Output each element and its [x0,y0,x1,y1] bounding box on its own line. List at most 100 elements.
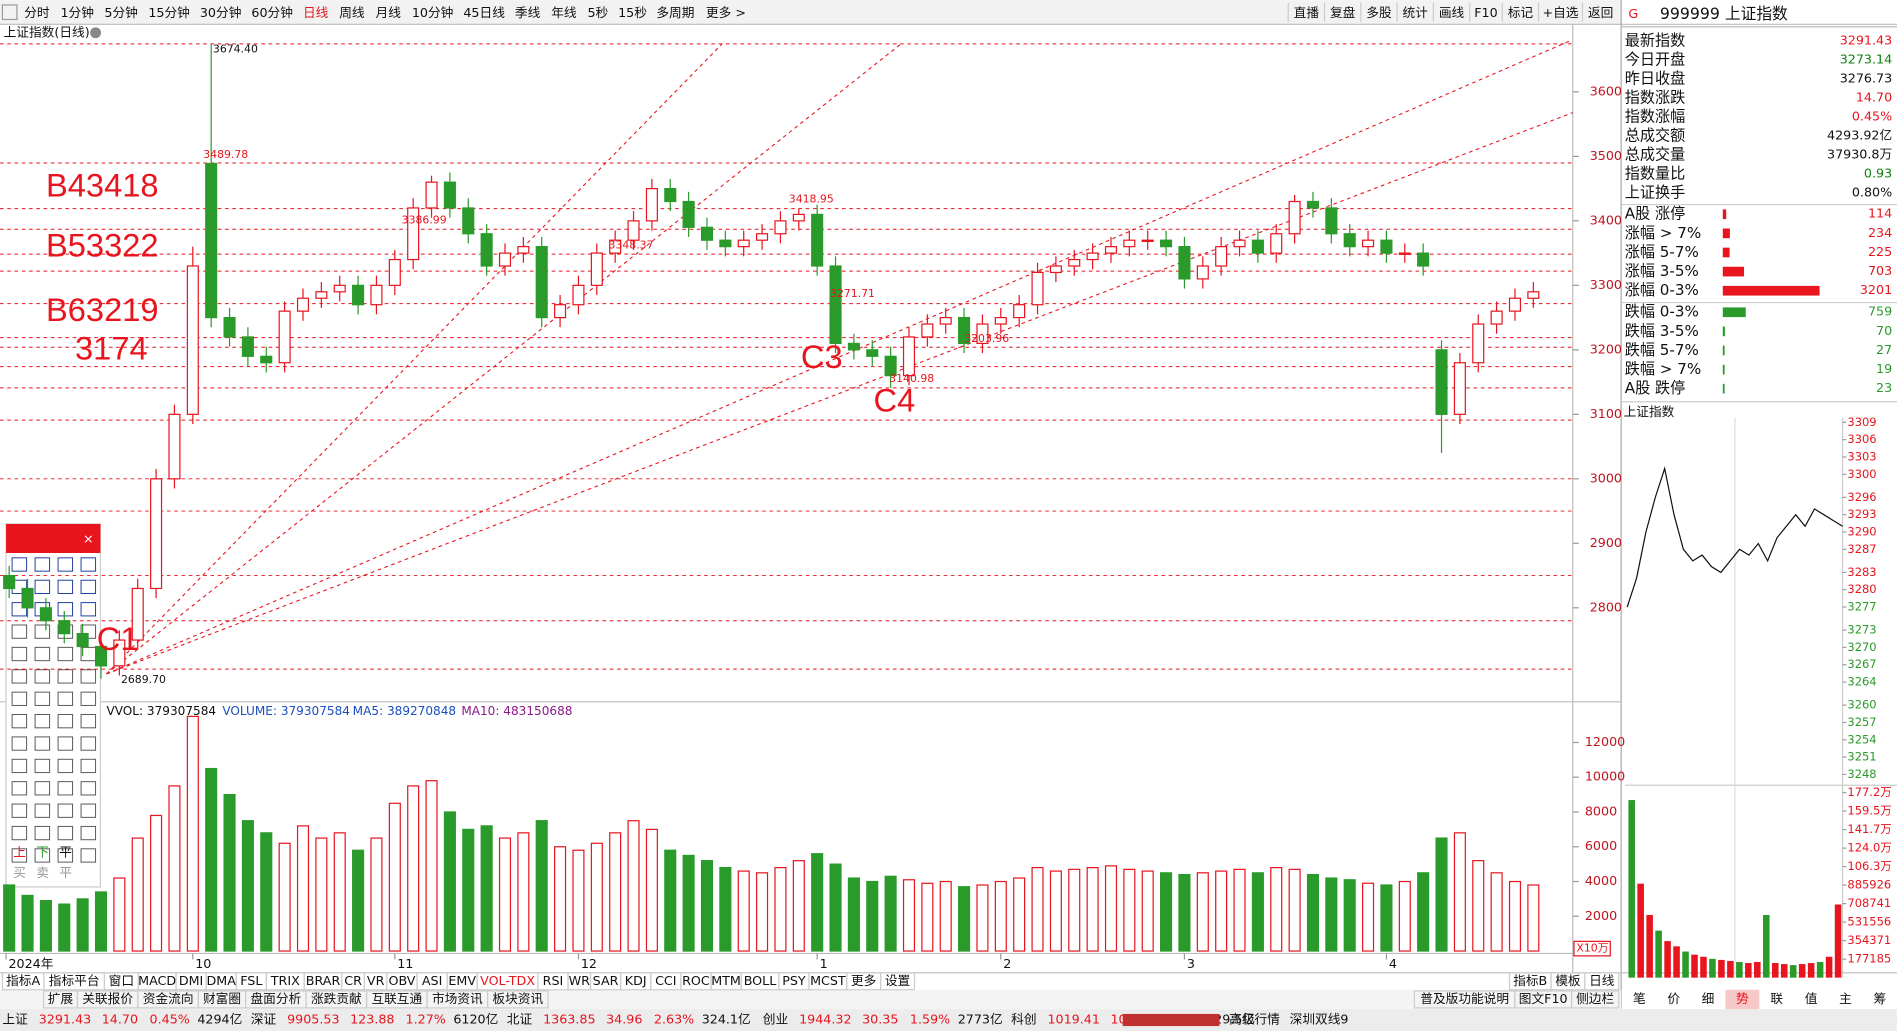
tab-label[interactable]: 指标A [6,973,40,988]
toolbar-button[interactable]: 60分钟 [251,5,293,20]
side-tab[interactable]: 值 [1805,991,1818,1006]
tab-label[interactable]: 更多 [851,973,876,988]
tab-label[interactable]: 指标B [1513,973,1547,988]
tab-label[interactable]: 板块资讯 [492,991,543,1006]
tab-label[interactable]: 关联报价 [82,991,133,1006]
toolbar-button[interactable]: 画线 [1439,5,1465,20]
tab-label[interactable]: KDJ [625,973,647,988]
toolbar-button[interactable]: 多股 [1366,5,1392,20]
tool-icon[interactable] [80,736,97,751]
tab-label[interactable]: 图文F10 [1519,991,1568,1006]
tab-label[interactable]: VR [367,973,385,988]
tab-label[interactable]: 市场资讯 [432,991,483,1006]
toolbar-button[interactable]: 分时 [24,5,50,20]
tool-icon[interactable] [11,691,28,706]
tool-icon[interactable] [80,825,97,841]
tool-icon[interactable] [11,736,28,751]
tool-icon[interactable] [57,691,74,706]
tool-icon[interactable] [11,825,28,841]
toolbar-button[interactable]: 标记 [1508,5,1534,20]
tool-icon[interactable] [34,736,51,751]
side-tab[interactable]: 联 [1770,991,1783,1006]
tab-label[interactable]: SAR [593,973,619,988]
tool-icon[interactable] [34,579,51,595]
tool-icon[interactable] [57,557,74,572]
tool-icon[interactable] [57,646,74,662]
tab-label[interactable]: 盘面分析 [250,991,301,1006]
tool-icon[interactable] [80,781,97,796]
tab[interactable] [1413,990,1516,1009]
tab-label[interactable]: 互联互通 [371,991,422,1006]
tab-label[interactable]: 普及版功能说明 [1420,991,1509,1006]
tab-label[interactable]: 窗口 [109,973,134,988]
tool-icon[interactable] [34,781,51,796]
tool-icon[interactable] [34,557,51,572]
tool-icon[interactable] [11,669,28,684]
tool-icon[interactable] [11,714,28,729]
tool-icon[interactable] [34,669,51,684]
toolbar-button[interactable]: 15分钟 [148,5,190,20]
tool-icon[interactable] [80,602,97,617]
toolbar-button[interactable]: 月线 [376,5,402,20]
tool-icon[interactable] [11,624,28,639]
tool-icon[interactable] [80,579,97,595]
tab-label[interactable]: PSY [782,973,806,988]
tab-label[interactable]: 资金流向 [143,991,194,1006]
tool-icon[interactable] [34,714,51,729]
tab-label[interactable]: 模板 [1555,973,1581,988]
tool-icon[interactable] [34,646,51,662]
tool-icon[interactable] [80,803,97,818]
tab-label[interactable]: 设置 [885,973,910,988]
tool-icon[interactable] [80,557,97,572]
toolbar-button[interactable]: 直播 [1294,5,1320,20]
toolbar-button[interactable]: 季线 [515,5,541,20]
toolbar-button[interactable]: 统计 [1403,5,1429,20]
tool-icon[interactable] [57,803,74,818]
tab-label[interactable]: 财富圈 [203,991,241,1006]
side-tab[interactable]: 细 [1702,991,1715,1006]
toolbar-button[interactable]: 15秒 [618,5,647,20]
toolbar-button[interactable]: 10分钟 [412,5,454,20]
tool-icon[interactable] [80,848,97,863]
side-tab[interactable]: 价 [1667,991,1680,1006]
tool-icon[interactable] [11,557,28,572]
tab[interactable] [880,972,916,991]
side-tab[interactable]: 势 [1736,991,1749,1006]
tool-icon[interactable] [57,602,74,617]
tab[interactable] [486,990,549,1009]
tab-label[interactable]: BRAR [306,973,341,988]
side-tab[interactable]: 笔 [1633,991,1646,1006]
tab-label[interactable]: OBV [388,973,415,988]
toolbar-button[interactable]: 30分钟 [200,5,242,20]
toolbar-button[interactable]: 复盘 [1330,5,1356,20]
toolbar-button[interactable]: 多周期 [656,5,694,20]
tab-label[interactable]: MTM [711,973,741,988]
tool-icon[interactable] [11,602,28,617]
tab-label[interactable]: 扩展 [48,991,74,1006]
tab-label[interactable]: CCI [655,973,676,988]
tool-icon[interactable] [11,758,28,774]
tab-label[interactable]: 日线 [1589,973,1615,988]
tool-icon[interactable] [11,781,28,796]
tool-icon[interactable] [11,646,28,662]
toolbar-button[interactable]: 返回 [1588,5,1613,20]
tool-icon[interactable] [34,691,51,706]
toolbar-button[interactable]: 年线 [551,5,577,20]
tab-label[interactable]: FSL [240,973,262,988]
toolbar-button[interactable]: 日线 [303,5,329,20]
tool-icon[interactable] [57,825,74,841]
toolbar-button[interactable]: 更多 > [706,5,746,20]
tab-label[interactable]: MCST [810,973,846,988]
tool-icon[interactable] [80,691,97,706]
tool-icon[interactable] [11,848,28,863]
tool-icon[interactable] [34,624,51,639]
toolbar-button[interactable]: 5秒 [587,5,608,20]
tab-label[interactable]: VOL-TDX [480,973,535,988]
tab-label[interactable]: ASI [422,973,442,988]
tab[interactable] [1508,972,1552,991]
tool-icon[interactable] [34,825,51,841]
tab-label[interactable]: EMV [448,973,476,988]
tool-icon[interactable] [34,848,51,863]
tab-label[interactable]: TRIX [270,973,300,988]
tab-label[interactable]: ROC [682,973,710,988]
